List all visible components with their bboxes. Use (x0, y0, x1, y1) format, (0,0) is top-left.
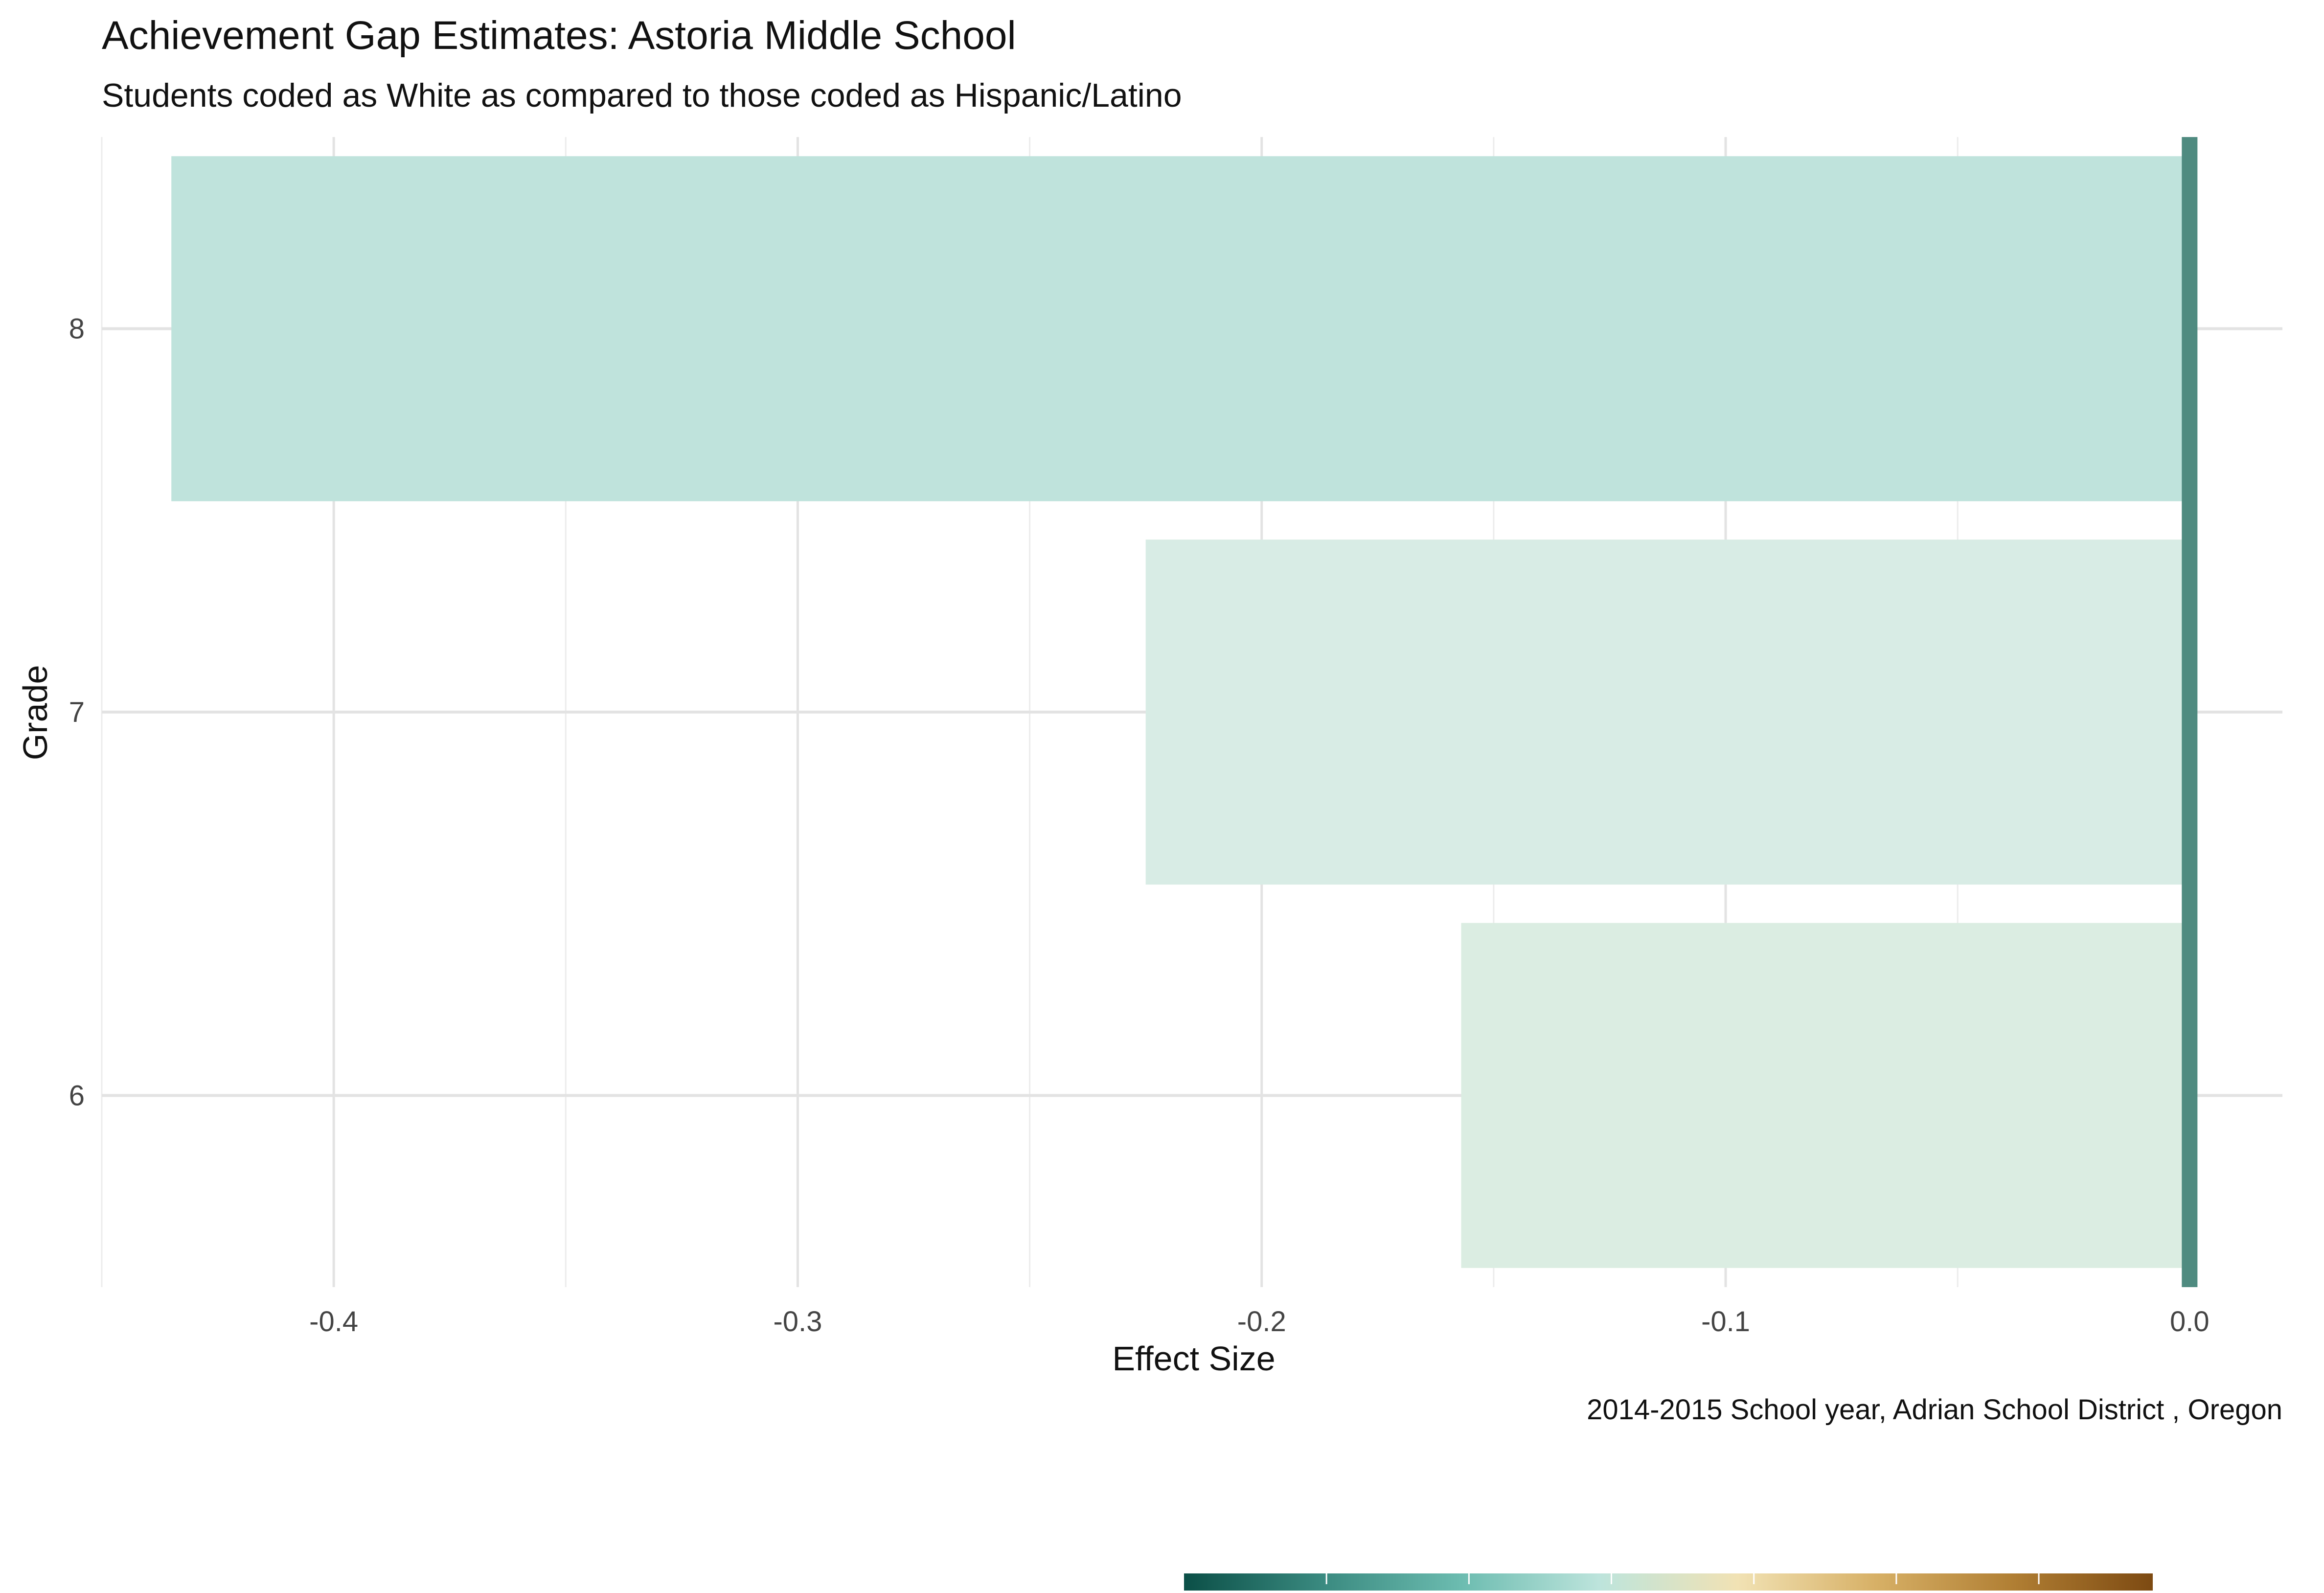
chart-caption: 2014-2015 School year, Adrian School Dis… (1587, 1394, 2282, 1426)
y-tick-label: 7 (69, 696, 85, 728)
bars (171, 156, 2190, 1268)
x-tick-label: -0.4 (309, 1306, 358, 1338)
chart-subtitle: Students coded as White as compared to t… (102, 77, 1182, 114)
bar-grade-8 (171, 156, 2190, 502)
bar-grade-6 (1461, 923, 2190, 1268)
color-legend (1184, 1573, 2153, 1593)
bar-grade-7 (1145, 539, 2190, 885)
chart-title: Achievement Gap Estimates: Astoria Middl… (102, 13, 1016, 58)
x-tick-label: -0.1 (1701, 1306, 1750, 1338)
y-tick-label: 8 (69, 313, 85, 345)
y-tick-label: 6 (69, 1080, 85, 1111)
legend-colorbar (1184, 1573, 2153, 1593)
x-axis-label: Effect Size (1112, 1339, 1275, 1378)
zero-reference-line (2182, 137, 2198, 1287)
x-axis-ticks: -0.4 -0.3 -0.2 -0.1 0.0 (309, 1306, 2209, 1338)
reference-line-group (2182, 137, 2198, 1287)
x-tick-label: 0.0 (2170, 1306, 2210, 1338)
y-axis-label: Grade (16, 665, 54, 761)
x-tick-label: -0.3 (773, 1306, 822, 1338)
y-axis-ticks: 6 7 8 (69, 313, 85, 1112)
x-tick-label: -0.2 (1237, 1306, 1286, 1338)
